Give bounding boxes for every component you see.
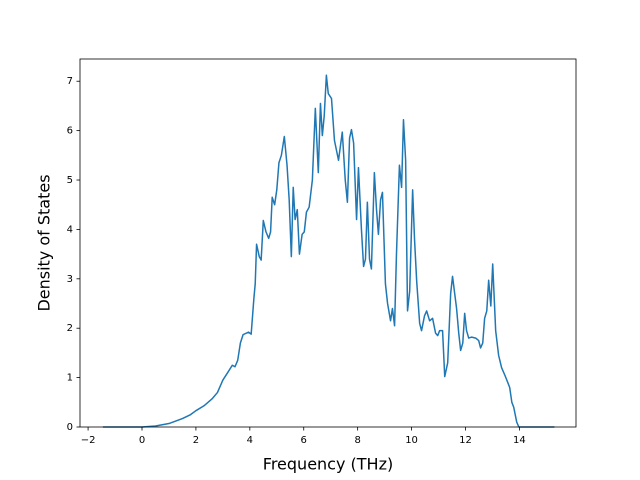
x-tick-label: −2 xyxy=(81,435,96,446)
x-tick-label: 2 xyxy=(193,435,199,446)
line-series xyxy=(102,74,555,428)
x-tick-label: 0 xyxy=(139,435,145,446)
y-axis-label: Density of States xyxy=(35,174,54,311)
y-tick-label: 4 xyxy=(67,224,73,235)
x-tick-label: 14 xyxy=(513,435,526,446)
y-tick-label: 2 xyxy=(67,323,73,334)
x-tick-label: 8 xyxy=(354,435,360,446)
y-tick-label: 3 xyxy=(67,274,73,285)
y-tick-label: 7 xyxy=(67,76,73,87)
axes-frame xyxy=(79,58,577,428)
x-tick-label: 4 xyxy=(247,435,253,446)
x-tick-label: 10 xyxy=(405,435,418,446)
plot-area xyxy=(102,74,555,428)
x-axis-label: Frequency (THz) xyxy=(263,455,393,474)
y-tick-label: 0 xyxy=(67,422,73,433)
y-tick-label: 6 xyxy=(67,126,73,137)
x-tick-label: 12 xyxy=(459,435,472,446)
y-tick-label: 5 xyxy=(67,175,73,186)
y-tick-label: 1 xyxy=(67,373,73,384)
x-tick-label: 6 xyxy=(301,435,307,446)
